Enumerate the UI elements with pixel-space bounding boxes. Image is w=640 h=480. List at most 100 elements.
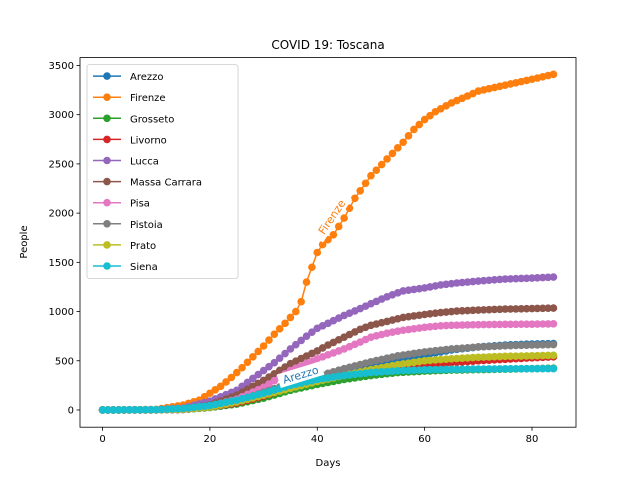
data-point — [506, 364, 515, 373]
data-point — [275, 324, 284, 333]
data-point — [490, 352, 499, 361]
data-point — [533, 320, 542, 328]
data-point — [479, 306, 488, 314]
data-point — [265, 362, 273, 371]
data-point — [495, 342, 504, 350]
y-tick-label: 2000 — [49, 209, 74, 220]
data-point — [458, 307, 467, 315]
data-point — [495, 365, 504, 373]
data-point — [485, 342, 493, 351]
data-point — [544, 304, 552, 313]
data-point — [211, 386, 220, 394]
data-point — [517, 352, 526, 360]
data-point — [141, 405, 150, 414]
data-point — [308, 328, 316, 337]
data-point — [345, 204, 354, 212]
data-point — [463, 321, 472, 329]
data-point — [485, 305, 493, 314]
legend-frame — [86, 64, 239, 279]
data-point — [458, 321, 467, 329]
data-point — [281, 319, 289, 328]
data-point — [474, 353, 483, 362]
legend-marker — [103, 135, 111, 144]
data-point — [538, 304, 547, 313]
y-tick-label: 500 — [55, 356, 74, 367]
legend-label: Massa Carrara — [130, 178, 202, 189]
data-point — [517, 274, 526, 283]
series-pisa — [98, 320, 558, 414]
data-point — [490, 320, 499, 329]
y-tick-label: 1000 — [49, 307, 74, 318]
data-point — [393, 367, 402, 375]
data-point — [399, 138, 407, 147]
legend-label: Siena — [130, 262, 158, 273]
y-axis: 0 500 1000 1500 2000 2500 3000 3500 — [49, 61, 80, 416]
data-point — [297, 297, 305, 306]
data-point — [447, 354, 456, 363]
data-point — [334, 222, 343, 231]
data-point — [474, 320, 483, 329]
x-axis: 0 20 40 60 80 — [99, 427, 538, 445]
data-point — [506, 341, 515, 350]
legend-item: Lucca — [93, 157, 159, 168]
data-point — [474, 306, 483, 314]
data-point — [383, 155, 391, 163]
data-point — [98, 406, 107, 414]
x-axis-label: Days — [316, 458, 341, 469]
data-point — [517, 304, 526, 313]
data-point — [173, 404, 182, 413]
x-tick-label: 20 — [204, 434, 217, 445]
data-point — [479, 365, 488, 373]
data-point — [232, 368, 241, 377]
data-point — [463, 365, 472, 373]
legend-item: Pisa — [93, 199, 150, 210]
data-point — [329, 230, 338, 239]
data-point — [393, 144, 402, 152]
data-point — [436, 322, 445, 330]
data-point — [447, 321, 456, 330]
data-point — [463, 354, 472, 362]
data-point — [501, 320, 509, 329]
data-point — [426, 365, 434, 374]
data-point — [130, 406, 139, 414]
data-point — [453, 307, 461, 315]
data-point — [501, 305, 509, 313]
legend-item: Prato — [93, 241, 156, 252]
data-point — [538, 364, 547, 373]
data-point — [490, 342, 499, 351]
x-tick-label: 0 — [99, 434, 105, 445]
data-point — [490, 305, 499, 314]
data-point — [485, 320, 493, 329]
legend-label: Lucca — [130, 157, 159, 168]
data-point — [533, 304, 542, 313]
data-point — [447, 365, 456, 374]
data-point — [410, 125, 418, 134]
data-point — [420, 115, 429, 124]
data-point — [270, 330, 279, 338]
data-point — [453, 354, 461, 363]
data-point — [533, 341, 542, 349]
data-point — [522, 341, 531, 349]
data-point — [147, 405, 155, 414]
data-point — [377, 368, 386, 376]
data-point — [259, 342, 268, 350]
data-point — [125, 406, 134, 414]
data-point — [469, 353, 477, 362]
data-point — [120, 406, 128, 414]
data-point — [479, 342, 488, 351]
data-point — [351, 194, 359, 203]
data-point — [157, 405, 166, 414]
data-point — [254, 347, 263, 356]
data-point — [168, 405, 177, 413]
data-point — [538, 320, 547, 328]
legend-item: Pistoia — [93, 220, 163, 231]
legend-item: Livorno — [93, 135, 167, 146]
data-point — [495, 305, 504, 314]
data-point — [474, 365, 483, 373]
data-point — [436, 365, 445, 374]
data-point — [490, 365, 499, 373]
data-point — [286, 313, 295, 322]
data-point — [544, 351, 552, 360]
y-tick-label: 2500 — [49, 159, 74, 170]
y-tick-label: 0 — [68, 405, 74, 416]
